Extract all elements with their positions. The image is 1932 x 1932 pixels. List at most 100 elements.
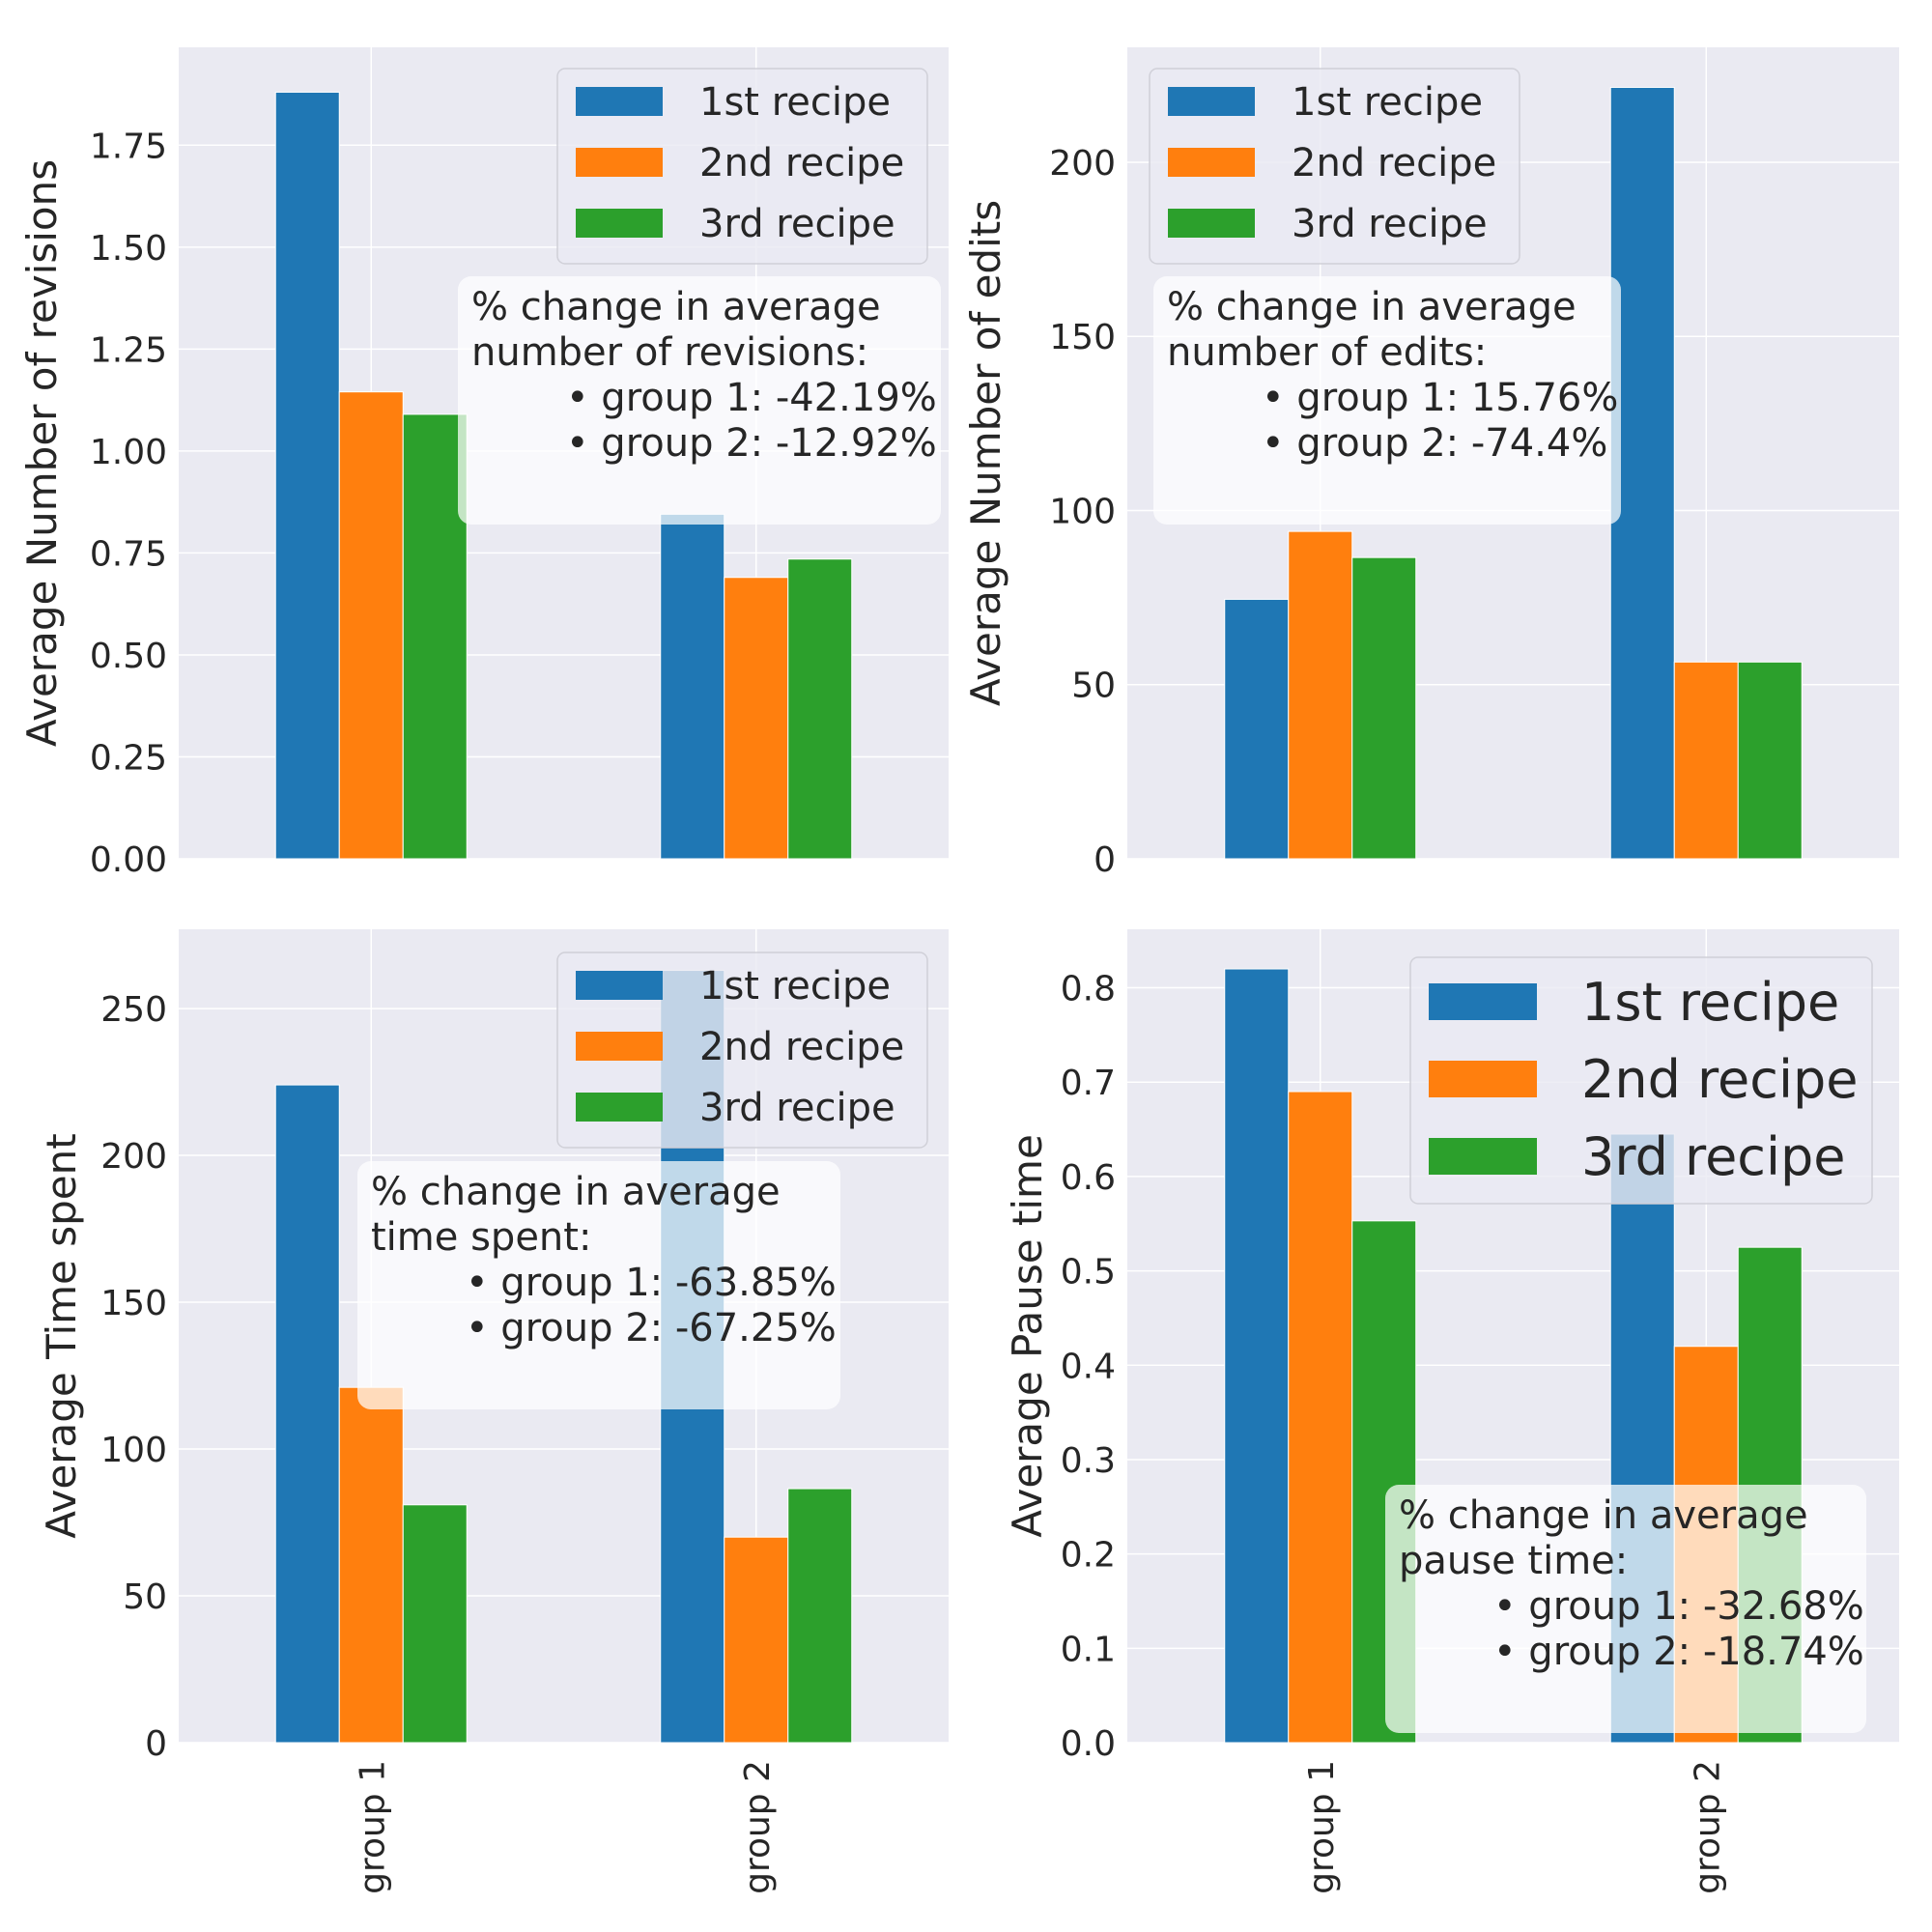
bar-group1-1st-recipe xyxy=(1224,598,1290,860)
legend-swatch xyxy=(576,971,663,1000)
x-tick-label: group 2 xyxy=(738,1760,778,1894)
legend-label: 1st recipe xyxy=(1292,80,1483,125)
y-tick-label: 200 xyxy=(1049,144,1116,184)
legend: 1st recipe 2nd recipe 3rd recipe xyxy=(1149,68,1520,265)
y-tick-label: 0.3 xyxy=(1061,1441,1116,1481)
y-tick-label: 0.0 xyxy=(1061,1724,1116,1764)
bar-group2-3rd-recipe xyxy=(787,558,853,860)
y-tick-label: 50 xyxy=(123,1577,167,1617)
y-axis-label: Average Time spent xyxy=(38,1133,85,1538)
annotation-item: • group 2: -74.4% xyxy=(1262,421,1607,466)
legend-swatch xyxy=(1168,87,1255,116)
annotation-item: • group 1: -32.68% xyxy=(1493,1584,1864,1629)
bar-group2-1st-recipe xyxy=(660,513,725,860)
legend: 1st recipe 2nd recipe 3rd recipe xyxy=(556,952,928,1149)
y-tick-label: 1.25 xyxy=(90,330,167,370)
y-tick-label: 0.8 xyxy=(1061,970,1116,1009)
legend-label: 2nd recipe xyxy=(1581,1049,1858,1110)
legend-label: 1st recipe xyxy=(699,80,891,125)
annotation-subtitle: pause time: xyxy=(1399,1539,1628,1583)
bar-group2-3rd-recipe xyxy=(1737,661,1803,860)
bar-group1-2nd-recipe xyxy=(338,391,404,860)
y-tick-label: 50 xyxy=(1071,667,1116,706)
bar-group1-1st-recipe xyxy=(274,1084,340,1744)
y-axis-label: Average Pause time xyxy=(1004,1134,1051,1538)
legend-label: 2nd recipe xyxy=(699,1025,904,1069)
legend: 1st recipe 2nd recipe 3rd recipe xyxy=(1409,956,1873,1205)
chart-panel-edits: 0 50 100 150 200 Average Number of edits 1st r… xyxy=(962,47,1899,880)
bar-group2-3rd-recipe xyxy=(787,1488,853,1744)
annotation-item: • group 1: -63.85% xyxy=(466,1261,837,1305)
legend-label: 3rd recipe xyxy=(1292,202,1488,246)
annotation-frame xyxy=(357,1161,840,1409)
legend-swatch xyxy=(576,1093,663,1122)
y-tick-label: 0 xyxy=(1094,840,1116,880)
bar-group1-3rd-recipe xyxy=(402,1504,468,1744)
annotation-item: • group 2: -67.25% xyxy=(466,1306,837,1350)
x-tick-label: group 1 xyxy=(1302,1760,1342,1894)
bar-group1-3rd-recipe xyxy=(1351,556,1417,860)
legend-label: 2nd recipe xyxy=(699,141,904,185)
annotation-item: • group 1: 15.76% xyxy=(1262,376,1618,420)
y-tick-label: 1.50 xyxy=(90,229,167,269)
y-axis-label: Average Number of edits xyxy=(962,200,1009,706)
legend-swatch xyxy=(1429,1061,1537,1097)
bar-group2-2nd-recipe xyxy=(724,1536,789,1744)
legend-swatch xyxy=(1168,209,1255,238)
bar-group1-1st-recipe xyxy=(274,91,340,860)
y-tick-label: 0.7 xyxy=(1061,1064,1116,1103)
y-tick-label: 0.5 xyxy=(1061,1253,1116,1293)
y-tick-label: 0.50 xyxy=(90,637,167,676)
y-tick-label: 150 xyxy=(1049,318,1116,357)
legend-swatch xyxy=(1429,1138,1537,1175)
y-tick-label: 0.1 xyxy=(1061,1630,1116,1669)
y-tick-label: 1.75 xyxy=(90,127,167,166)
y-tick-label: 250 xyxy=(100,990,167,1030)
y-tick-label: 1.00 xyxy=(90,433,167,472)
annotation-item: • group 2: -18.74% xyxy=(1493,1630,1864,1674)
chart-panel-time: 0 50 100 150 200 250 Average Time spent group 1… xyxy=(38,929,949,1894)
bar-group1-1st-recipe xyxy=(1224,968,1290,1744)
legend-label: 3rd recipe xyxy=(699,1086,895,1130)
legend-label: 1st recipe xyxy=(699,964,891,1009)
annotation-title: % change in average xyxy=(1167,285,1577,329)
legend-label: 3rd recipe xyxy=(699,202,895,246)
legend-swatch xyxy=(1429,983,1537,1020)
legend-swatch xyxy=(1168,148,1255,177)
annotation-subtitle: time spent: xyxy=(371,1215,591,1260)
chart-panel-pause: 0.0 0.1 0.2 0.3 0.4 0.5 0.6 0.7 0.8 Average Pause… xyxy=(1004,929,1899,1894)
annotation-title: % change in average xyxy=(371,1170,781,1214)
bar-group1-3rd-recipe xyxy=(1351,1220,1417,1744)
bar-group2-2nd-recipe xyxy=(1673,661,1739,860)
y-tick-label: 0.4 xyxy=(1061,1347,1116,1386)
annotation-title: % change in average xyxy=(1399,1493,1808,1538)
y-tick-label: 100 xyxy=(1049,492,1116,531)
annotation-frame xyxy=(1385,1485,1866,1733)
annotation-item: • group 2: -12.92% xyxy=(566,421,937,466)
y-tick-label: 150 xyxy=(100,1284,167,1323)
bar-group2-1st-recipe xyxy=(1609,86,1675,860)
legend: 1st recipe 2nd recipe 3rd recipe xyxy=(556,68,928,265)
y-tick-label: 0 xyxy=(145,1724,167,1764)
bar-group1-2nd-recipe xyxy=(1288,1091,1353,1744)
bar-group1-2nd-recipe xyxy=(1288,530,1353,860)
legend-swatch xyxy=(576,148,663,177)
legend-swatch xyxy=(576,1032,663,1061)
bar-group1-3rd-recipe xyxy=(402,413,468,860)
y-tick-label: 0.00 xyxy=(90,840,167,880)
annotation-title: % change in average xyxy=(471,285,881,329)
bar-group2-2nd-recipe xyxy=(724,577,789,860)
annotation-subtitle: number of edits: xyxy=(1167,330,1487,375)
y-tick-label: 100 xyxy=(100,1431,167,1470)
y-tick-label: 0.75 xyxy=(90,534,167,574)
legend-label: 2nd recipe xyxy=(1292,141,1496,185)
annotation-subtitle: number of revisions: xyxy=(471,330,868,375)
bar-group1-2nd-recipe xyxy=(338,1386,404,1744)
x-tick-label: group 2 xyxy=(1688,1760,1727,1894)
x-tick-label: group 1 xyxy=(353,1760,392,1894)
